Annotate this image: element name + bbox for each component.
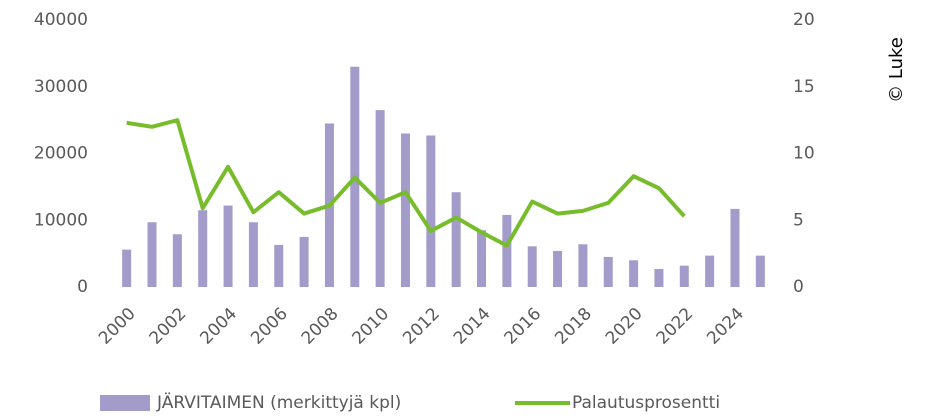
legend-swatch bbox=[100, 395, 150, 411]
bar bbox=[755, 255, 765, 287]
x-tick-label: 2012 bbox=[399, 304, 444, 349]
bar bbox=[198, 210, 208, 287]
legend-label: JÄRVITAIMEN (merkittyjä kpl) bbox=[156, 392, 401, 413]
bar bbox=[603, 256, 613, 287]
x-tick-label: 2022 bbox=[653, 304, 698, 349]
bar bbox=[426, 135, 436, 287]
y-tick-label: 40000 bbox=[34, 10, 88, 30]
bar bbox=[578, 244, 588, 287]
y2-tick-label: 20 bbox=[793, 10, 815, 30]
y-tick-label: 20000 bbox=[34, 144, 88, 164]
x-tick-label: 2008 bbox=[298, 304, 343, 349]
bar bbox=[122, 249, 132, 287]
y-tick-label: 10000 bbox=[34, 210, 88, 230]
bar bbox=[705, 255, 715, 287]
bar bbox=[553, 250, 563, 287]
bar bbox=[527, 246, 537, 287]
line bbox=[126, 118, 686, 248]
x-tick-label: 2014 bbox=[450, 304, 495, 349]
x-tick-label: 2020 bbox=[602, 304, 647, 349]
y2-tick-label: 0 bbox=[793, 277, 804, 297]
y2-tick-label: 5 bbox=[793, 210, 804, 230]
bar bbox=[654, 268, 664, 287]
legend-label: Palautusprosentti bbox=[572, 393, 720, 413]
x-tick-label: 2004 bbox=[196, 304, 241, 349]
x-tick-label: 2018 bbox=[551, 304, 596, 349]
bar bbox=[274, 244, 284, 287]
y2-tick-label: 10 bbox=[793, 144, 815, 164]
bar bbox=[679, 265, 689, 287]
bar bbox=[502, 214, 512, 287]
bar bbox=[477, 230, 487, 287]
bar bbox=[299, 236, 309, 287]
bar bbox=[223, 205, 233, 287]
copyright: © Luke bbox=[886, 37, 907, 103]
bar bbox=[172, 234, 182, 287]
y2-tick-label: 15 bbox=[793, 77, 815, 97]
x-tick-label: 2000 bbox=[95, 304, 140, 349]
bar bbox=[375, 110, 385, 287]
x-tick-label: 2016 bbox=[501, 304, 546, 349]
bar bbox=[147, 222, 157, 287]
x-tick-label: 2002 bbox=[146, 304, 191, 349]
y-tick-label: 30000 bbox=[34, 77, 88, 97]
bar bbox=[629, 260, 639, 287]
y-tick-label: 0 bbox=[77, 277, 88, 297]
x-tick-label: 2010 bbox=[348, 304, 393, 349]
bar bbox=[451, 192, 461, 287]
bar bbox=[400, 133, 410, 287]
bar bbox=[248, 222, 258, 287]
x-tick-label: 2006 bbox=[247, 304, 292, 349]
bar bbox=[730, 208, 740, 287]
x-tick-label: 2024 bbox=[703, 304, 748, 349]
